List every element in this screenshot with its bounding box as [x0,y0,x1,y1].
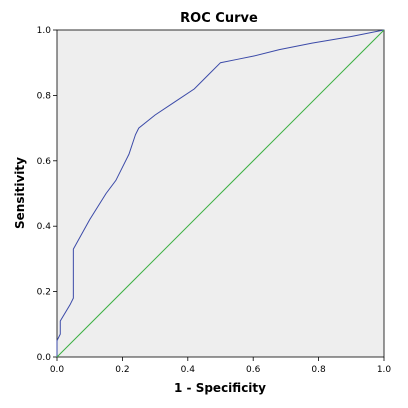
y-tick-label: 0.4 [37,222,52,232]
chart-title: ROC Curve [180,11,258,26]
x-tick-label: 1.0 [377,365,392,375]
axis-ticks: 0.0 0.2 0.4 0.6 0.8 1.0 0.0 0.2 0.4 0.6 0.8 1.0 [37,26,392,375]
y-tick-label: 0.6 [37,157,52,167]
reference-diagonal-line [56,29,385,358]
x-tick-label: 0.4 [181,365,196,375]
x-axis-label: 1 - Specificity [174,381,266,395]
y-tick-label: 1.0 [37,26,52,36]
x-tick-label: 0.0 [50,365,65,375]
x-tick-label: 0.6 [246,365,261,375]
y-axis-label: Sensitivity [13,157,27,229]
y-tick-label: 0.2 [37,288,51,298]
x-tick-label: 0.8 [311,365,326,375]
y-tick-label: 0.8 [37,91,52,101]
roc-curve-line [56,29,385,357]
series-layer [56,29,385,358]
y-tick-label: 0.0 [37,353,52,363]
x-tick-label: 0.2 [115,365,129,375]
